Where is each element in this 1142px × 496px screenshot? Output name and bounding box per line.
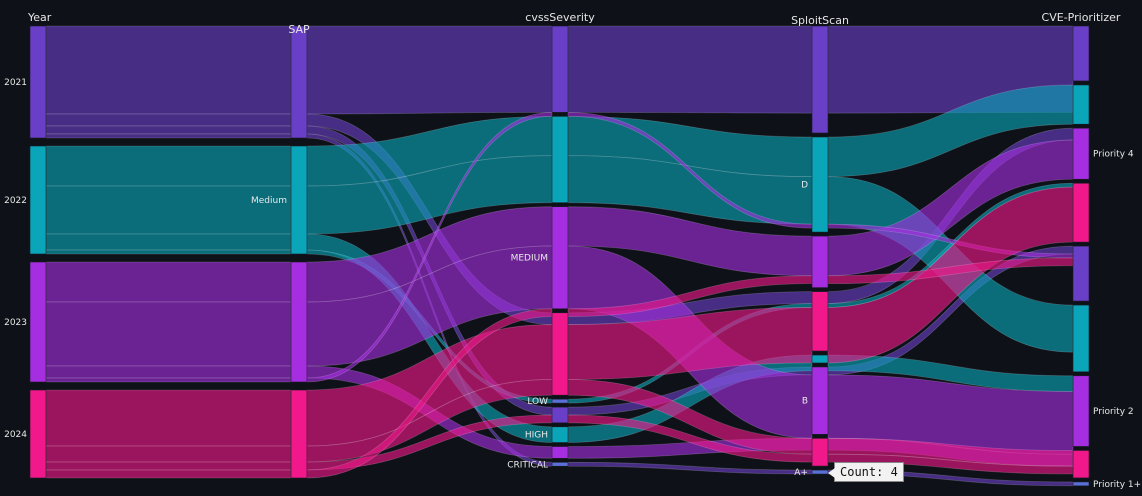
axis-title-CVE-Prioritizer: CVE-Prioritizer (1042, 11, 1121, 24)
category-bar-cvssSeverity-4[interactable] (551, 398, 569, 404)
category-bar-Year-2[interactable] (29, 261, 47, 383)
axis-title-SploitScan: SploitScan (791, 14, 849, 27)
category-bar-CVE-Prioritizer-2[interactable] (1072, 127, 1090, 180)
category-bar-Year-0[interactable] (29, 25, 47, 139)
category-label-SploitScan-7: A+ (794, 468, 808, 478)
flow-ribbon-SAP-2021-0[interactable] (306, 25, 553, 115)
tooltip-text: Count: 4 (840, 465, 898, 479)
axis-title-Year: Year (27, 11, 52, 24)
category-label-CVE-Prioritizer-6: Priority 2 (1093, 407, 1134, 417)
category-bar-SploitScan-6[interactable] (811, 438, 829, 467)
category-label-cvssSeverity-6: HIGH (525, 431, 548, 441)
category-label-cvssSeverity-2: MEDIUM (511, 254, 548, 264)
flow-ribbon-Year-2023-8[interactable] (45, 261, 292, 303)
category-bar-CVE-Prioritizer-1[interactable] (1072, 84, 1090, 125)
flow-ribbon-Year-2022-4[interactable] (45, 145, 292, 187)
category-bar-SploitScan-3[interactable] (811, 291, 829, 352)
flow-ribbon-Year-2022-6[interactable] (45, 233, 292, 251)
category-bar-cvssSeverity-1[interactable] (551, 116, 569, 204)
category-label-Year-2: 2023 (4, 318, 27, 328)
flow-ribbon-Year-2024-15[interactable] (45, 469, 292, 479)
flow-ribbon-Year-2021-1[interactable] (45, 113, 292, 127)
category-bar-CVE-Prioritizer-0[interactable] (1072, 25, 1090, 82)
category-bar-cvssSeverity-7[interactable] (551, 446, 569, 459)
category-label-CVE-Prioritizer-8: Priority 1+ (1093, 480, 1141, 490)
category-bar-SAP-2[interactable] (290, 261, 308, 383)
category-bars-layer (29, 25, 1090, 487)
category-bar-Year-3[interactable] (29, 389, 47, 479)
category-label-cvssSeverity-8: CRITICAL (507, 460, 548, 470)
category-label-SploitScan-5: B (802, 397, 808, 407)
flow-ribbon-cvssSeverity-2021-0[interactable] (567, 25, 813, 114)
category-bar-SploitScan-4[interactable] (811, 354, 829, 364)
category-label-SploitScan-1: D (801, 181, 808, 191)
flow-ribbon-Year-2022-7[interactable] (45, 249, 292, 255)
category-bar-SploitScan-0[interactable] (811, 25, 829, 134)
category-bar-SploitScan-7[interactable] (811, 469, 829, 475)
flows-layer (45, 25, 1074, 487)
category-label-cvssSeverity-4: LOW (527, 397, 548, 407)
category-bar-cvssSeverity-3[interactable] (551, 312, 569, 396)
axis-title-cvssSeverity: cvssSeverity (525, 11, 595, 24)
category-bar-SploitScan-2[interactable] (811, 235, 829, 288)
category-bar-Year-1[interactable] (29, 145, 47, 255)
category-label-Year-0: 2021 (4, 78, 27, 88)
category-bar-CVE-Prioritizer-4[interactable] (1072, 245, 1090, 302)
category-bar-SAP-1[interactable] (290, 145, 308, 255)
flow-ribbon-Year-2021-3[interactable] (45, 133, 292, 139)
axis-title-SAP: SAP (288, 23, 310, 36)
category-label-SAP-1: Medium (251, 196, 287, 206)
category-bar-SploitScan-1[interactable] (811, 136, 829, 233)
flow-ribbon-Year-2023-11[interactable] (45, 377, 292, 383)
category-bar-cvssSeverity-8[interactable] (551, 461, 569, 467)
flow-ribbon-Year-2024-12[interactable] (45, 389, 292, 447)
category-bar-cvssSeverity-2[interactable] (551, 206, 569, 310)
category-bar-CVE-Prioritizer-8[interactable] (1072, 481, 1090, 487)
category-bar-cvssSeverity-5[interactable] (551, 406, 569, 424)
flow-ribbon-cvssSeverity-2021-3[interactable] (567, 461, 813, 475)
category-label-Year-3: 2024 (4, 430, 27, 440)
category-bar-CVE-Prioritizer-3[interactable] (1072, 182, 1090, 243)
category-bar-CVE-Prioritizer-7[interactable] (1072, 450, 1090, 479)
flow-ribbon-Year-2024-13[interactable] (45, 445, 292, 463)
category-bar-SAP-3[interactable] (290, 389, 308, 479)
category-bar-SAP-0[interactable] (290, 25, 308, 139)
category-label-Year-1: 2022 (4, 196, 27, 206)
category-bar-cvssSeverity-6[interactable] (551, 426, 569, 443)
category-bar-cvssSeverity-0[interactable] (551, 25, 569, 113)
flow-ribbon-Year-2024-14[interactable] (45, 461, 292, 471)
flow-ribbon-Year-2021-2[interactable] (45, 125, 292, 135)
flow-ribbon-Year-2023-10[interactable] (45, 365, 292, 379)
tooltip-arrow (828, 468, 835, 478)
hover-tooltip: Count: 4 (828, 462, 904, 482)
category-label-CVE-Prioritizer-2: Priority 4 (1093, 150, 1134, 160)
category-bar-CVE-Prioritizer-5[interactable] (1072, 304, 1090, 373)
category-bar-SploitScan-5[interactable] (811, 366, 829, 435)
flow-ribbon-Year-2021-0[interactable] (45, 25, 292, 115)
labels-layer: Year 2021 2022 2023 2024 SAP Medium cvssSeverit… (4, 11, 1141, 490)
category-bar-CVE-Prioritizer-6[interactable] (1072, 375, 1090, 447)
flow-ribbon-Year-2022-5[interactable] (45, 185, 292, 235)
flow-ribbon-Year-2023-9[interactable] (45, 301, 292, 367)
